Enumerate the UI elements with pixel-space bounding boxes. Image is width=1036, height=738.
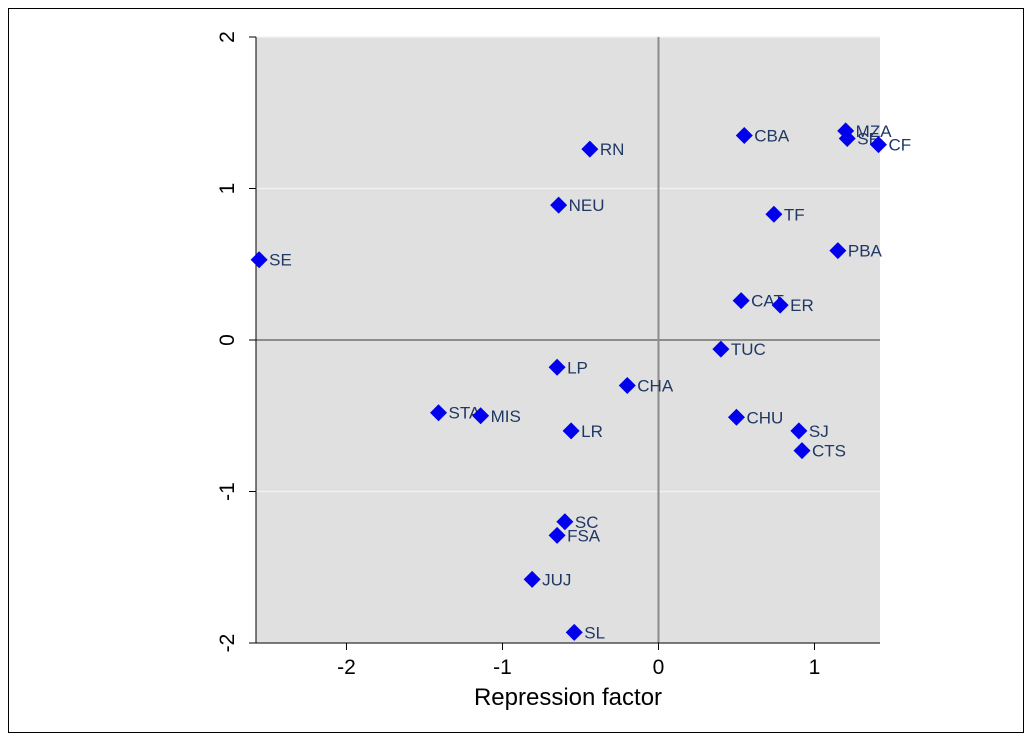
point-label: SE: [269, 251, 292, 270]
point-label: CTS: [812, 442, 846, 461]
point-marker: [581, 140, 599, 158]
point-marker: [556, 513, 574, 531]
x-tick-label: 0: [653, 656, 665, 679]
point-marker: [548, 358, 566, 376]
point-label: JUJ: [542, 570, 571, 589]
point-marker: [735, 126, 753, 144]
x-tick-label: -1: [493, 656, 512, 679]
point-label: CF: [888, 136, 911, 155]
y-tick-label: 2: [216, 31, 239, 43]
point-marker: [793, 442, 811, 460]
point-label: STA: [449, 404, 481, 423]
point-label: ER: [790, 296, 814, 315]
point-label: TUC: [731, 340, 766, 359]
point-marker: [523, 570, 541, 588]
point-label: SJ: [809, 422, 829, 441]
point-marker: [618, 376, 636, 394]
point-marker: [869, 136, 887, 154]
y-tick-label: 0: [216, 334, 239, 346]
point-marker: [712, 340, 730, 358]
point-label: CBA: [754, 126, 790, 145]
point-marker: [829, 242, 847, 260]
point-marker: [838, 130, 856, 148]
y-tick-label: 1: [216, 183, 239, 195]
point-marker: [562, 422, 580, 440]
x-tick-label: 1: [809, 656, 821, 679]
point-marker: [732, 292, 750, 310]
point-label: LP: [567, 358, 588, 377]
point-label: FSA: [567, 526, 601, 545]
point-marker: [790, 422, 808, 440]
point-label: LR: [581, 422, 603, 441]
point-marker: [765, 205, 783, 223]
point-label: CHA: [637, 376, 674, 395]
point-label: NEU: [569, 196, 605, 215]
point-label: SL: [584, 623, 605, 642]
point-marker: [250, 251, 268, 269]
point-marker: [548, 526, 566, 544]
axes: -2 -1 0 1 -2 -1 0 1 2: [216, 31, 880, 679]
point-label: TF: [784, 205, 805, 224]
y-tick-label: -1: [216, 482, 239, 501]
point-marker: [771, 296, 789, 314]
reference-lines: [256, 37, 880, 643]
point-label: RN: [600, 140, 625, 159]
point-label: MIS: [491, 407, 521, 426]
x-tick-label: -2: [337, 656, 356, 679]
point-marker: [565, 623, 583, 641]
point-marker: [472, 407, 490, 425]
point-marker: [430, 404, 448, 422]
point-marker: [727, 408, 745, 426]
x-axis-title: Repression factor: [474, 684, 662, 711]
point-marker: [550, 196, 568, 214]
point-label: SC: [575, 513, 599, 532]
point-label: PBA: [848, 242, 883, 261]
point-label: CHU: [746, 408, 783, 427]
point-label: MZA: [856, 122, 893, 141]
y-tick-label: -2: [216, 634, 239, 653]
